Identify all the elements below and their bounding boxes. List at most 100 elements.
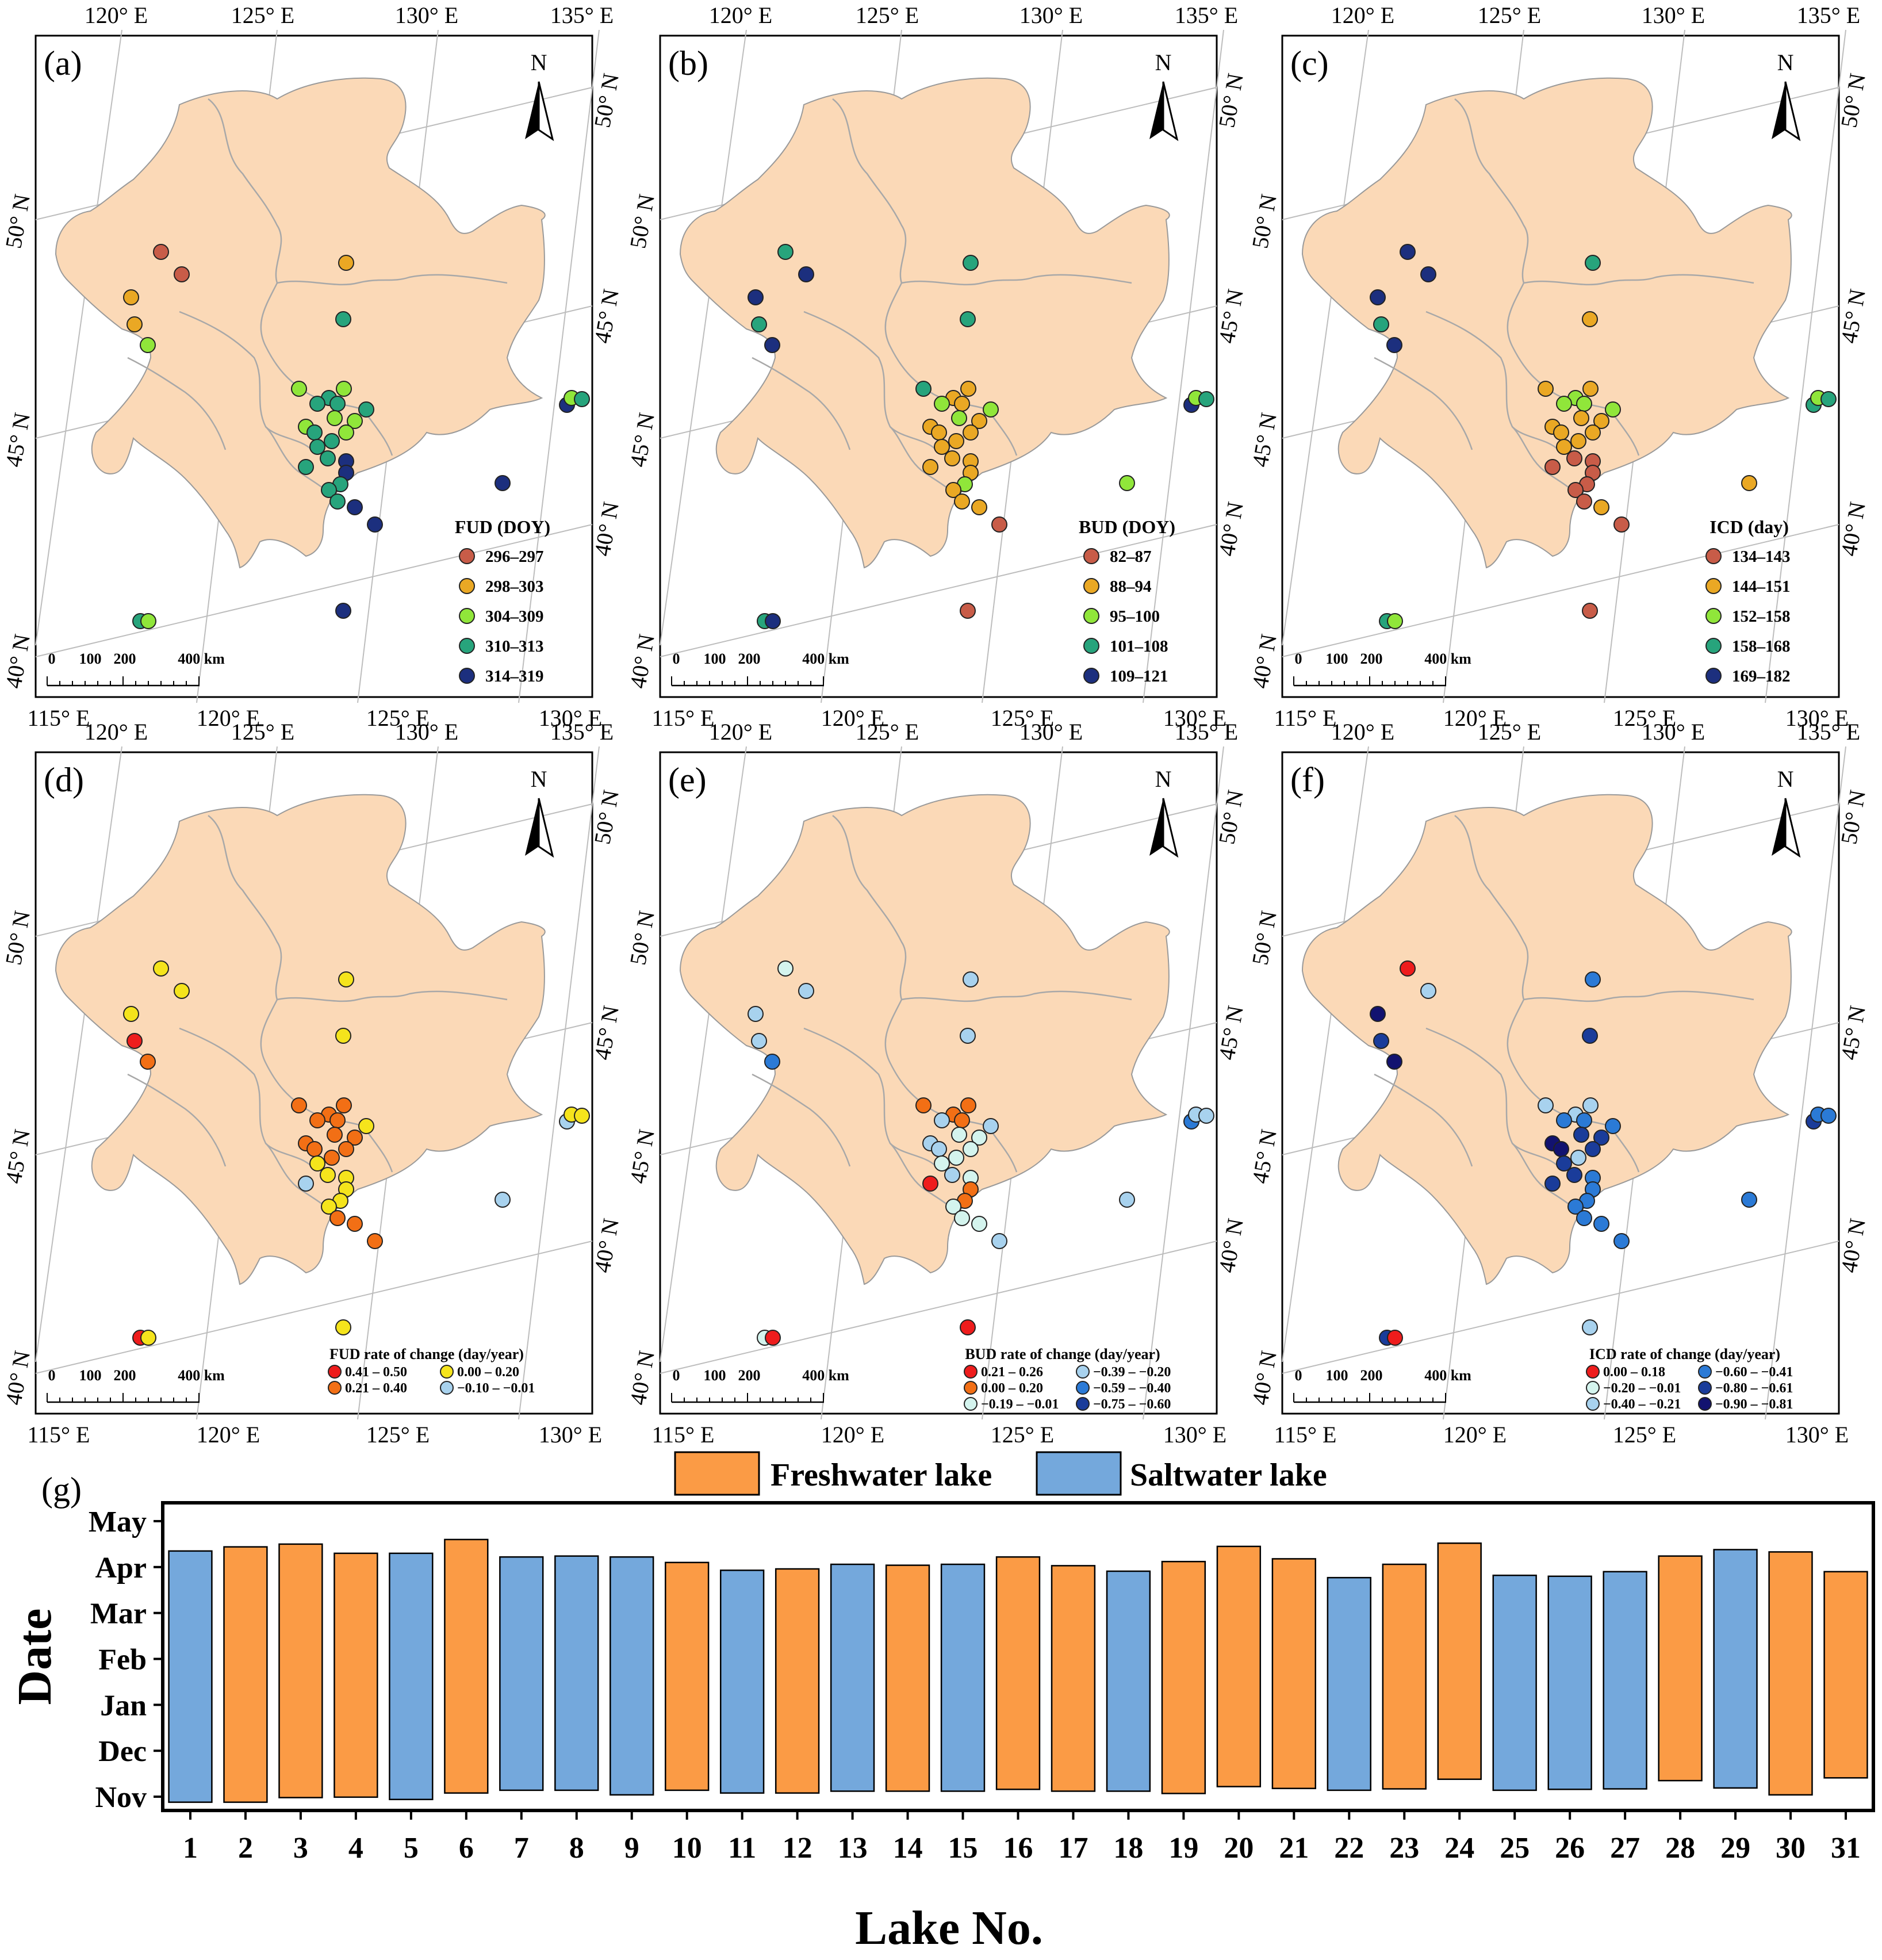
legend-swatch-freshwater xyxy=(674,1451,760,1496)
x-tick-label: 4 xyxy=(348,1832,363,1865)
lake-site-marker xyxy=(1573,410,1589,426)
legend-label: −0.60 – −0.41 xyxy=(1715,1365,1793,1380)
scale-label: 0 xyxy=(48,1367,56,1384)
lon-label-bottom: 125° E xyxy=(1613,705,1676,731)
lake-sites xyxy=(748,244,1214,629)
x-tick-label: 2 xyxy=(238,1832,253,1865)
lake-site-marker xyxy=(934,396,950,412)
x-tick-label: 10 xyxy=(672,1832,702,1865)
lake-site-marker xyxy=(951,410,967,426)
scale-label: 400 km xyxy=(802,650,849,667)
legend-label: −0.40 – −0.21 xyxy=(1603,1397,1681,1412)
bar-lake-29 xyxy=(1713,1549,1758,1789)
legend-label: 152–158 xyxy=(1732,607,1791,626)
scale-label: 200 xyxy=(738,1367,761,1384)
bar-lake-4 xyxy=(334,1552,378,1798)
x-tick-label: 27 xyxy=(1610,1832,1640,1865)
x-axis-title: Lake No. xyxy=(855,1901,1043,1955)
legend-label: 296–297 xyxy=(485,548,544,566)
parallel-line xyxy=(660,524,1217,657)
north-arrow-left xyxy=(525,82,539,139)
lake-site-marker xyxy=(777,960,794,977)
lat-label-right: 40° N xyxy=(1835,500,1870,558)
lat-label-left: 50° N xyxy=(624,909,660,967)
lake-site-marker xyxy=(798,266,814,282)
lon-label-top: 135° E xyxy=(550,719,614,745)
lake-site-marker xyxy=(971,1130,987,1146)
lake-site-marker xyxy=(335,603,351,619)
scale-label: 0 xyxy=(673,650,680,667)
map-legend: ICD rate of change (day/year) 0.00 – 0.18… xyxy=(1586,1346,1793,1412)
lake-site-marker xyxy=(495,475,511,491)
legend-swatch xyxy=(328,1381,342,1395)
lon-label-top: 135° E xyxy=(550,2,614,28)
lake-site-marker xyxy=(367,516,383,533)
lat-label-left: 40° N xyxy=(624,632,660,690)
north-label: N xyxy=(531,766,547,792)
lon-label-top: 120° E xyxy=(85,719,148,745)
lake-site-marker xyxy=(1544,1176,1561,1192)
lake-site-marker xyxy=(764,337,780,353)
bar-lake-25 xyxy=(1492,1574,1537,1791)
lake-site-marker xyxy=(367,1233,383,1249)
lake-site-marker xyxy=(298,459,314,475)
panel-label: (g) xyxy=(41,1471,82,1509)
lon-label-top: 125° E xyxy=(1478,719,1541,745)
lon-label-top: 130° E xyxy=(395,2,458,28)
north-arrow-icon: N xyxy=(525,49,554,141)
meridian-line xyxy=(1143,29,1224,703)
x-tick-label: 8 xyxy=(569,1832,584,1865)
lake-site-marker xyxy=(1373,316,1389,332)
panel-label: (b) xyxy=(668,44,708,82)
lake-site-marker xyxy=(1576,396,1592,412)
lake-site-marker xyxy=(963,1141,979,1157)
lake-site-marker xyxy=(1556,1112,1572,1128)
lake-site-marker xyxy=(922,459,938,475)
lake-site-marker xyxy=(1119,475,1135,491)
lat-label-right: 50° N xyxy=(1835,71,1870,129)
panel-label: (c) xyxy=(1290,44,1329,82)
north-arrow-icon: N xyxy=(1149,766,1179,858)
lake-site-marker xyxy=(983,1118,999,1134)
x-tick-label: 17 xyxy=(1058,1832,1088,1865)
lake-site-marker xyxy=(324,433,340,449)
lake-site-marker xyxy=(1613,516,1630,533)
y-tick-label: Feb xyxy=(98,1643,147,1676)
bar-lake-2 xyxy=(223,1546,268,1803)
lake-site-marker xyxy=(309,396,325,412)
north-arrow-icon: N xyxy=(1772,49,1801,141)
lake-site-marker xyxy=(320,1167,336,1183)
lat-label-left: 40° N xyxy=(1247,632,1282,690)
lon-label-top: 125° E xyxy=(856,719,919,745)
lon-label-bottom: 115° E xyxy=(652,705,715,731)
lake-site-marker xyxy=(1582,311,1598,327)
x-tick-label: 19 xyxy=(1168,1832,1198,1865)
legend-swatch xyxy=(459,548,475,564)
meridian-line xyxy=(1143,746,1224,1420)
parallel-line xyxy=(660,1241,1217,1374)
lon-label-bottom: 115° E xyxy=(28,705,90,731)
lake-sites xyxy=(1370,244,1837,629)
scale-label: 400 km xyxy=(1424,1367,1471,1384)
lake-site-marker xyxy=(748,1006,764,1022)
lon-label-top: 120° E xyxy=(709,2,772,28)
lat-label-right: 45° N xyxy=(1213,1004,1248,1062)
x-tick-label: 6 xyxy=(459,1832,474,1865)
scale-label: 200 xyxy=(114,1367,136,1384)
lake-site-marker xyxy=(1370,1006,1386,1022)
legend-label: −0.10 – −0.01 xyxy=(457,1381,535,1396)
lat-label-right: 40° N xyxy=(1835,1216,1870,1274)
lake-site-marker xyxy=(123,289,139,305)
legend-label-saltwater: Saltwater lake xyxy=(1130,1457,1327,1493)
legend-swatch xyxy=(1083,668,1099,684)
map-panel-c: (c) N 0 100 200 400 km ICD (day) 134–143 144–151… xyxy=(1247,2,1870,731)
north-arrow-right xyxy=(1784,81,1801,141)
x-tick-label: 11 xyxy=(728,1832,756,1865)
lon-label-bottom: 115° E xyxy=(652,1422,715,1448)
bar-lake-28 xyxy=(1658,1555,1703,1782)
x-tick-label: 31 xyxy=(1831,1832,1861,1865)
scale-bar: 0 100 200 400 km xyxy=(1293,1367,1471,1403)
lake-site-marker xyxy=(944,450,960,466)
lake-site-marker xyxy=(748,289,764,305)
lat-label-left: 50° N xyxy=(624,192,660,250)
